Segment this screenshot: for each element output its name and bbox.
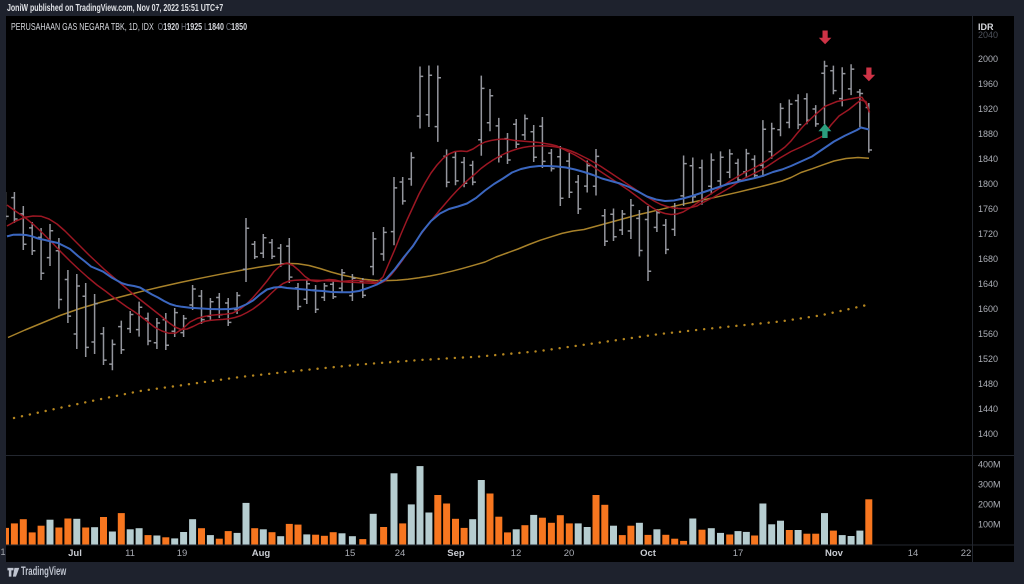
svg-text:2040: 2040 bbox=[978, 30, 998, 40]
svg-text:Sep: Sep bbox=[447, 548, 465, 559]
svg-text:24: 24 bbox=[395, 548, 406, 559]
svg-text:17: 17 bbox=[733, 548, 744, 559]
svg-text:1920: 1920 bbox=[978, 104, 998, 114]
svg-text:22: 22 bbox=[961, 548, 972, 559]
svg-text:1480: 1480 bbox=[978, 379, 998, 389]
svg-text:100M: 100M bbox=[978, 520, 1001, 530]
svg-text:1800: 1800 bbox=[978, 179, 998, 189]
svg-text:1400: 1400 bbox=[978, 429, 998, 439]
svg-text:1560: 1560 bbox=[978, 329, 998, 339]
svg-text:300M: 300M bbox=[978, 480, 1001, 490]
svg-text:Oct: Oct bbox=[640, 548, 657, 559]
svg-text:1520: 1520 bbox=[978, 354, 998, 364]
svg-text:11: 11 bbox=[125, 548, 135, 559]
svg-text:2000: 2000 bbox=[978, 54, 998, 64]
svg-text:19: 19 bbox=[177, 548, 188, 559]
svg-text:Aug: Aug bbox=[252, 548, 271, 559]
svg-text:Nov: Nov bbox=[825, 548, 844, 559]
svg-text:14: 14 bbox=[908, 548, 919, 559]
svg-text:1680: 1680 bbox=[978, 254, 998, 264]
svg-text:15: 15 bbox=[345, 548, 356, 559]
svg-text:1600: 1600 bbox=[978, 304, 998, 314]
svg-text:1640: 1640 bbox=[978, 279, 998, 289]
svg-text:1880: 1880 bbox=[978, 129, 998, 139]
svg-text:1960: 1960 bbox=[978, 79, 998, 89]
svg-text:20: 20 bbox=[564, 548, 575, 559]
svg-text:Jul: Jul bbox=[68, 548, 82, 559]
svg-text:IDR: IDR bbox=[978, 22, 994, 32]
svg-text:200M: 200M bbox=[978, 500, 1001, 510]
svg-text:12: 12 bbox=[511, 548, 522, 559]
svg-text:1760: 1760 bbox=[978, 204, 998, 214]
svg-text:1720: 1720 bbox=[978, 229, 998, 239]
svg-text:400M: 400M bbox=[978, 460, 1001, 470]
svg-text:1840: 1840 bbox=[978, 154, 998, 164]
svg-text:1440: 1440 bbox=[978, 404, 998, 414]
